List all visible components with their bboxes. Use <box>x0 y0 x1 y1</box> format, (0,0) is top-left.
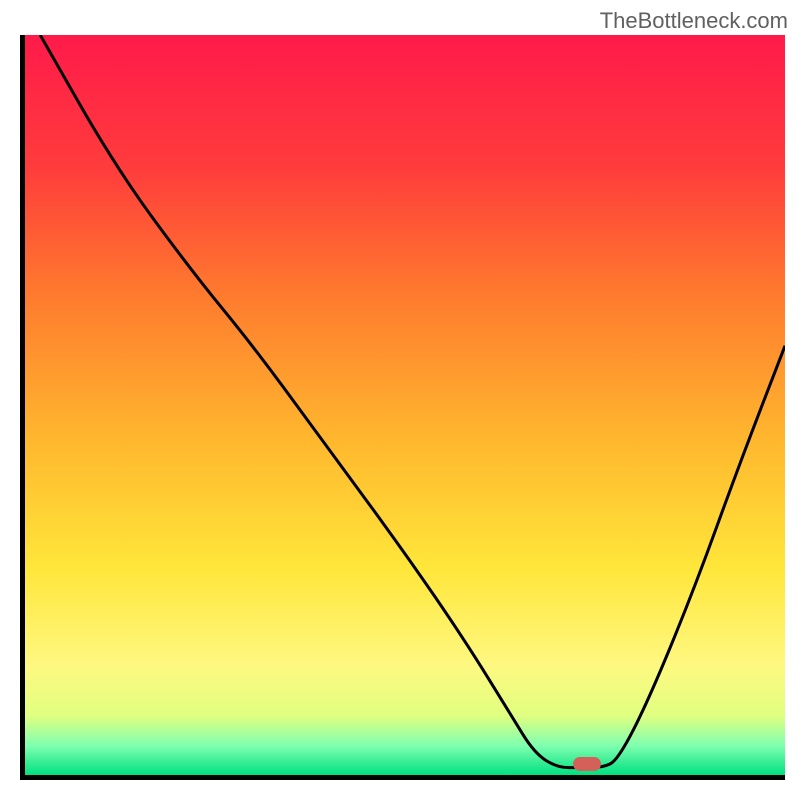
plot-area <box>20 35 785 780</box>
chart-container: TheBottleneck.com <box>0 0 800 800</box>
watermark-text: TheBottleneck.com <box>600 8 788 34</box>
optimal-point-marker <box>573 757 601 771</box>
bottleneck-curve <box>25 35 785 775</box>
